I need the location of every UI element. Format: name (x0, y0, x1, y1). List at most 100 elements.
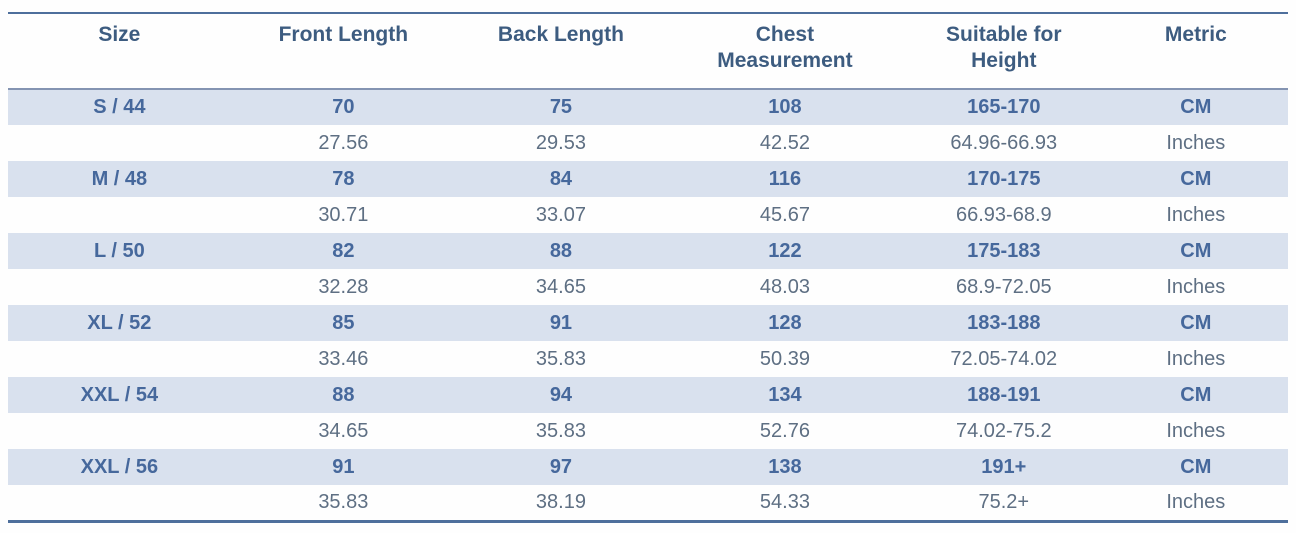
cell-front-length: 34.65 (318, 419, 369, 442)
header-cell-suitable-height: Suitable for Height (903, 13, 1104, 90)
cell-back-length: 91 (455, 305, 666, 341)
cell-back-length: 34.65 (535, 275, 586, 298)
cell-suitable-height: 170-175 (903, 161, 1104, 197)
cell-front-length: 88 (230, 377, 456, 413)
cell-back-length: 84 (455, 161, 666, 197)
cell-size (8, 485, 231, 521)
table-header: Size Front Length Back Length Chest Meas… (8, 13, 1288, 90)
cell-front-length: 82 (230, 233, 456, 269)
cell-size: L / 50 (8, 233, 231, 269)
cell-back-length: 29.53 (535, 131, 586, 154)
cell-front-length: 85 (230, 305, 456, 341)
table-row: XXL / 56 91 97 138 191+ CM (8, 449, 1288, 485)
header-label-back-length: Back Length (497, 23, 624, 46)
cell-suitable-height: 74.02-75.2 (955, 419, 1052, 442)
cell-metric: CM (1103, 449, 1288, 485)
table-body: S / 44 70 75 108 165-170 CM 27.56 29.53 … (8, 89, 1288, 521)
cell-metric: CM (1103, 161, 1288, 197)
cell-suitable-height: 72.05-74.02 (950, 347, 1058, 370)
cell-chest-measurement: 138 (665, 449, 904, 485)
cell-front-length: 33.46 (318, 347, 369, 370)
cell-size (8, 413, 231, 449)
table-row: 32.28 34.65 48.03 68.9-72.05 Inches (8, 269, 1288, 305)
cell-front-length: 91 (230, 449, 456, 485)
header-label-metric: Metric (1164, 23, 1227, 46)
cell-chest-measurement: 128 (665, 305, 904, 341)
cell-chest-measurement: 122 (665, 233, 904, 269)
cell-chest-measurement: 108 (665, 89, 904, 125)
cell-suitable-height: 188-191 (903, 377, 1104, 413)
cell-size (8, 269, 231, 305)
cell-chest-measurement: 116 (665, 161, 904, 197)
cell-front-length: 70 (230, 89, 456, 125)
cell-metric: CM (1103, 377, 1288, 413)
cell-chest-measurement: 52.76 (759, 419, 810, 442)
header-label-front-length: Front Length (278, 23, 409, 46)
table-row: 34.65 35.83 52.76 74.02-75.2 Inches (8, 413, 1288, 449)
cell-size: S / 44 (8, 89, 231, 125)
table-row: XXL / 54 88 94 134 188-191 CM (8, 377, 1288, 413)
cell-metric: CM (1103, 305, 1288, 341)
cell-suitable-height: 165-170 (903, 89, 1104, 125)
cell-back-length: 33.07 (535, 203, 586, 226)
cell-metric: Inches (1166, 347, 1226, 370)
header-label-chest-measurement: Chest Measurement (717, 23, 853, 72)
cell-back-length: 35.83 (535, 419, 586, 442)
cell-chest-measurement: 42.52 (759, 131, 810, 154)
cell-suitable-height: 175-183 (903, 233, 1104, 269)
cell-back-length: 38.19 (535, 490, 586, 513)
cell-front-length: 32.28 (318, 275, 369, 298)
cell-back-length: 94 (455, 377, 666, 413)
cell-metric: CM (1103, 233, 1288, 269)
cell-suitable-height: 66.93-68.9 (955, 203, 1052, 226)
cell-size (8, 125, 231, 161)
cell-size: XXL / 56 (8, 449, 231, 485)
cell-size: XL / 52 (8, 305, 231, 341)
table-row: XL / 52 85 91 128 183-188 CM (8, 305, 1288, 341)
table-row: 33.46 35.83 50.39 72.05-74.02 Inches (8, 341, 1288, 377)
cell-size (8, 197, 231, 233)
cell-suitable-height: 183-188 (903, 305, 1104, 341)
header-cell-front-length: Front Length (230, 13, 456, 90)
header-cell-metric: Metric (1103, 13, 1288, 90)
cell-back-length: 75 (455, 89, 666, 125)
cell-front-length: 30.71 (318, 203, 369, 226)
table-row: S / 44 70 75 108 165-170 CM (8, 89, 1288, 125)
cell-size (8, 341, 231, 377)
cell-back-length: 88 (455, 233, 666, 269)
cell-suitable-height: 191+ (903, 449, 1104, 485)
header-label-size: Size (98, 23, 141, 46)
table-row: 27.56 29.53 42.52 64.96-66.93 Inches (8, 125, 1288, 161)
header-row: Size Front Length Back Length Chest Meas… (8, 13, 1288, 90)
table-row: M / 48 78 84 116 170-175 CM (8, 161, 1288, 197)
cell-metric: Inches (1166, 490, 1226, 513)
cell-suitable-height: 68.9-72.05 (955, 275, 1052, 298)
cell-chest-measurement: 45.67 (759, 203, 810, 226)
cell-metric: CM (1103, 89, 1288, 125)
table-row: 35.83 38.19 54.33 75.2+ Inches (8, 485, 1288, 521)
cell-back-length: 35.83 (535, 347, 586, 370)
cell-size: M / 48 (8, 161, 231, 197)
cell-back-length: 97 (455, 449, 666, 485)
cell-chest-measurement: 50.39 (759, 347, 810, 370)
header-cell-back-length: Back Length (455, 13, 666, 90)
cell-metric: Inches (1166, 131, 1226, 154)
cell-suitable-height: 75.2+ (978, 490, 1030, 513)
cell-suitable-height: 64.96-66.93 (950, 131, 1058, 154)
cell-front-length: 78 (230, 161, 456, 197)
cell-metric: Inches (1166, 203, 1226, 226)
cell-metric: Inches (1166, 419, 1226, 442)
header-label-suitable-height: Suitable for Height (946, 23, 1062, 72)
cell-chest-measurement: 134 (665, 377, 904, 413)
cell-chest-measurement: 48.03 (759, 275, 810, 298)
size-chart-table: Size Front Length Back Length Chest Meas… (8, 12, 1288, 523)
table-row: 30.71 33.07 45.67 66.93-68.9 Inches (8, 197, 1288, 233)
table-row: L / 50 82 88 122 175-183 CM (8, 233, 1288, 269)
cell-front-length: 35.83 (318, 490, 369, 513)
cell-size: XXL / 54 (8, 377, 231, 413)
header-cell-chest-measurement: Chest Measurement (665, 13, 904, 90)
cell-front-length: 27.56 (318, 131, 369, 154)
header-cell-size: Size (8, 13, 231, 90)
cell-chest-measurement: 54.33 (759, 490, 810, 513)
